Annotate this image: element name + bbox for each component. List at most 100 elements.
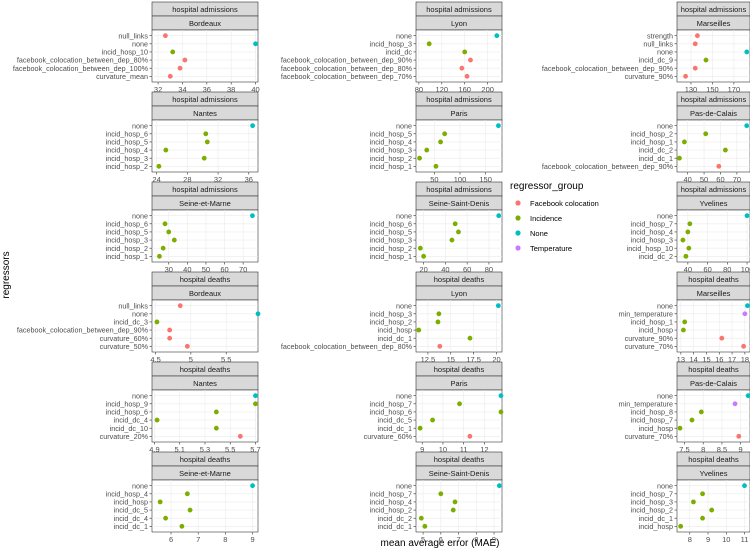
data-point — [691, 499, 696, 505]
data-point — [253, 393, 258, 399]
data-point — [163, 515, 168, 521]
y-tick-label: incid_hosp_3 — [370, 236, 412, 245]
x-tick-label: 12.5 — [421, 355, 436, 364]
y-tick-label: incid_hosp_8 — [631, 408, 673, 417]
legend-key — [515, 215, 521, 221]
data-point — [237, 433, 243, 439]
data-point — [732, 401, 738, 407]
legend-key — [515, 245, 521, 251]
y-tick-label: incid_dc_2 — [378, 514, 412, 523]
y-tick-label: incid_hosp_7 — [370, 489, 412, 498]
y-tick-label: incid_hosp_6 — [106, 129, 148, 138]
y-tick-label: curvature_50% — [100, 342, 149, 351]
data-point — [187, 507, 193, 513]
data-point — [694, 33, 700, 39]
y-tick-label: incid_hosp_4 — [631, 228, 673, 237]
data-point — [742, 311, 748, 317]
data-point — [213, 409, 219, 415]
x-tick-label: 38 — [227, 85, 235, 94]
x-tick-label: 70 — [239, 265, 247, 274]
x-tick-label: 70 — [733, 175, 741, 184]
x-tick-label: 160 — [458, 85, 471, 94]
y-tick-label: curvature_60% — [100, 334, 149, 343]
y-tick-label: min_temperature — [619, 309, 673, 318]
data-point — [154, 319, 160, 325]
x-tick-label: 5.5 — [221, 355, 231, 364]
y-tick-label: incid_hosp_1 — [106, 252, 148, 261]
facet-type-label: hospital admissions — [681, 95, 747, 104]
y-tick-label: incid_hosp — [378, 326, 412, 335]
data-point — [449, 237, 455, 243]
x-tick-label: 60 — [716, 175, 724, 184]
y-tick-label: min_temperature — [619, 399, 673, 408]
x-tick-label: 11 — [460, 445, 468, 454]
data-point — [495, 303, 501, 309]
y-tick-label: none — [132, 121, 148, 130]
x-tick-label: 18 — [741, 355, 749, 364]
x-tick-label: 11 — [741, 535, 749, 544]
y-tick-label: facebook_colocation_between_dep_80% — [17, 56, 149, 65]
y-tick-label: incid_hosp_7 — [370, 399, 412, 408]
x-tick-label: 5.3 — [200, 445, 210, 454]
facet-panel: hospital deaths Seine-Saint-Denis 5 6 7 8 9 non… — [370, 451, 503, 544]
data-point — [416, 327, 422, 333]
x-tick-label: 9 — [739, 445, 743, 454]
y-tick-label: incid_hosp — [114, 498, 148, 507]
panel-frame — [415, 29, 503, 83]
data-point — [438, 491, 444, 497]
legend-item: Facebook colocation — [515, 199, 599, 208]
x-tick-label: 8 — [223, 535, 227, 544]
y-tick-label: none — [396, 391, 412, 400]
y-tick-label: incid_hosp_5 — [106, 228, 148, 237]
y-tick-label: facebook_colocation_between_dep_80% — [281, 64, 413, 73]
x-tick-label: 17.5 — [466, 355, 481, 364]
x-tick-label: 5 — [421, 535, 425, 544]
facet-panel: hospital deaths Pas-de-Calais 7.5 8 8.5 9 none… — [619, 361, 750, 454]
data-point — [163, 33, 168, 39]
facet-type-label: hospital admissions — [681, 5, 747, 14]
data-point — [494, 33, 500, 39]
y-tick-label: incid_dc_3 — [114, 318, 148, 327]
data-point — [686, 245, 692, 251]
panel-frame — [151, 119, 259, 173]
data-point — [213, 425, 219, 431]
x-tick-label: 100 — [454, 175, 467, 184]
y-tick-label: incid_hosp_2 — [370, 154, 412, 163]
data-point — [685, 229, 691, 235]
y-tick-label: none — [657, 48, 673, 57]
y-tick-label: incid_hosp_7 — [631, 489, 673, 498]
x-tick-label: 9 — [706, 535, 710, 544]
x-tick-label: 80 — [415, 85, 423, 94]
panel-frame — [415, 209, 503, 263]
x-tick-label: 200 — [481, 85, 494, 94]
y-tick-label: incid_hosp_1 — [370, 252, 412, 261]
x-tick-label: 8 — [688, 535, 692, 544]
facet-panel: hospital admissions Seine-Saint-Denis 20 40… — [370, 181, 503, 274]
data-point — [467, 335, 473, 341]
data-point — [253, 401, 258, 407]
y-tick-label: none — [396, 211, 412, 220]
data-point — [154, 417, 160, 423]
facet-region-label: Bordeaux — [189, 289, 221, 298]
y-tick-label: none — [396, 121, 412, 130]
y-tick-label: incid_dc_9 — [639, 56, 673, 65]
data-point — [417, 425, 423, 431]
y-tick-label: facebook_colocation_between_dep_90% — [542, 64, 674, 73]
panel-frame — [676, 389, 750, 443]
facet-region-label: Yvelines — [700, 469, 728, 478]
data-point — [703, 131, 709, 137]
y-tick-label: incid_hosp — [639, 326, 673, 335]
y-tick-label: none — [132, 481, 148, 490]
data-point — [719, 335, 725, 341]
facet-region-label: Nantes — [193, 379, 217, 388]
facet-type-label: hospital admissions — [172, 185, 238, 194]
x-tick-label: 60 — [463, 265, 471, 274]
x-tick-label: 40 — [251, 85, 259, 94]
x-tick-label: 10 — [722, 535, 730, 544]
panel-frame — [676, 29, 750, 83]
y-tick-label: incid_hosp_6 — [106, 219, 148, 228]
panel-frame — [151, 209, 259, 263]
data-point — [681, 327, 686, 333]
data-point — [716, 163, 722, 169]
facet-region-label: Seine-et-Marne — [179, 469, 231, 478]
